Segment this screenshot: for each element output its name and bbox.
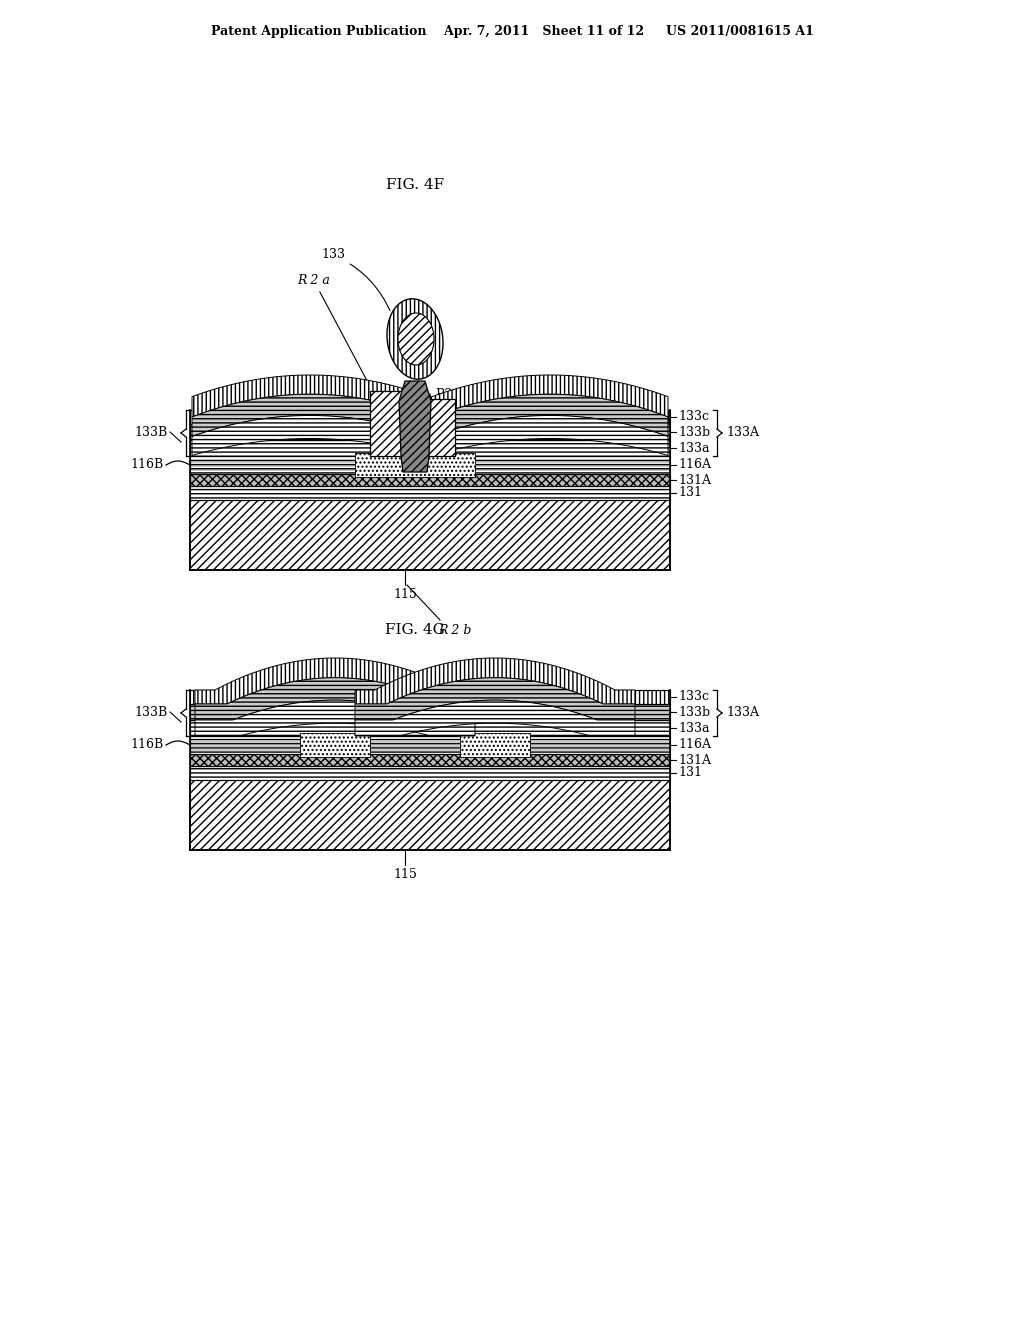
Polygon shape xyxy=(355,657,635,704)
Polygon shape xyxy=(193,375,413,417)
Text: 117B: 117B xyxy=(330,412,362,425)
Text: 133A: 133A xyxy=(726,706,759,719)
Bar xyxy=(190,690,670,704)
Bar xyxy=(190,766,670,780)
Text: 133c: 133c xyxy=(678,411,709,424)
Bar xyxy=(190,486,670,500)
Text: 131A: 131A xyxy=(678,474,711,487)
Bar xyxy=(190,455,670,474)
Polygon shape xyxy=(195,677,475,719)
Text: 131: 131 xyxy=(678,767,702,780)
Bar xyxy=(190,474,670,486)
Text: FIG. 4G: FIG. 4G xyxy=(385,623,445,638)
Polygon shape xyxy=(398,313,434,366)
Text: FIG. 4F: FIG. 4F xyxy=(386,178,444,191)
Bar xyxy=(427,399,455,455)
Text: 133b: 133b xyxy=(678,705,710,718)
Text: Patent Application Publication    Apr. 7, 2011   Sheet 11 of 12     US 2011/0081: Patent Application Publication Apr. 7, 2… xyxy=(211,25,813,38)
Polygon shape xyxy=(355,677,635,719)
Polygon shape xyxy=(355,700,635,737)
Bar xyxy=(190,719,670,737)
Text: 115: 115 xyxy=(393,589,417,602)
Text: 115: 115 xyxy=(393,869,417,882)
Text: 116A: 116A xyxy=(678,458,711,471)
Bar xyxy=(460,733,530,756)
Bar xyxy=(190,780,670,850)
Text: 133A: 133A xyxy=(726,426,759,440)
Text: 133B: 133B xyxy=(135,425,168,438)
Text: R2A: R2A xyxy=(435,388,462,400)
Text: 116A: 116A xyxy=(678,738,711,751)
Text: 133c: 133c xyxy=(678,690,709,704)
Polygon shape xyxy=(387,298,443,379)
Text: 116B: 116B xyxy=(131,458,164,471)
Text: 133B: 133B xyxy=(135,705,168,718)
Bar xyxy=(190,704,670,719)
Text: 120: 120 xyxy=(483,405,507,418)
Bar xyxy=(190,737,670,754)
Text: 116B: 116B xyxy=(131,738,164,751)
Polygon shape xyxy=(193,416,413,455)
Text: R 2 a: R 2 a xyxy=(297,273,397,438)
Bar xyxy=(190,440,670,455)
Bar xyxy=(190,500,670,570)
Bar xyxy=(300,733,370,756)
Polygon shape xyxy=(193,395,413,437)
Polygon shape xyxy=(399,381,431,473)
Polygon shape xyxy=(195,657,475,704)
Text: 133a: 133a xyxy=(678,441,710,454)
Text: 133: 133 xyxy=(321,248,390,310)
Polygon shape xyxy=(417,416,668,455)
Text: 131A: 131A xyxy=(678,754,711,767)
Polygon shape xyxy=(195,700,475,737)
Text: 117A: 117A xyxy=(429,408,462,421)
Text: 133a: 133a xyxy=(678,722,710,734)
Bar xyxy=(190,411,670,424)
Text: 133b: 133b xyxy=(678,425,710,438)
Polygon shape xyxy=(417,375,668,424)
Text: 131: 131 xyxy=(678,487,702,499)
Bar xyxy=(190,754,670,766)
Bar xyxy=(190,424,670,440)
Bar xyxy=(370,391,402,455)
Bar xyxy=(355,453,475,477)
Polygon shape xyxy=(417,395,668,440)
Text: R 2 b: R 2 b xyxy=(438,623,472,636)
